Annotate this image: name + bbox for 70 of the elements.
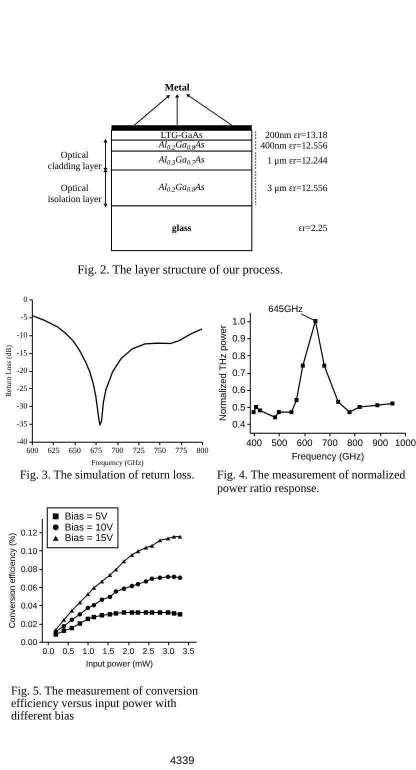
x-tick-label: 1.0 [82, 646, 95, 656]
y-axis-title: Normalized THz power [218, 325, 230, 421]
x-tick-label: 775 [175, 446, 188, 456]
y-tick-label: 0.10 [20, 546, 38, 556]
y-tick-label: 0.04 [20, 600, 38, 611]
x-tick-label: 700 [322, 438, 338, 450]
x-tick-label: 725 [132, 446, 145, 456]
caption: Fig. 2. The layer structure of our process. [77, 262, 283, 277]
x-tick-label: 700 [111, 446, 124, 456]
y-tick-label: 0.5 [232, 402, 246, 414]
text: 1 μm εr=12.244 [267, 156, 328, 167]
x-axis-title: Input power (mW) [86, 658, 154, 669]
y-tick-label: 0.08 [20, 564, 38, 574]
x-axis-title: Frequency (GHz) [292, 452, 364, 463]
x-tick-label: 2.5 [142, 646, 155, 656]
text: 400nm εr=12.556 [260, 142, 328, 152]
y-axis-title: Conversion efficiency (%) [6, 532, 17, 628]
y-tick-label: 0.8 [232, 350, 246, 362]
y-tick-label: -35 [16, 419, 28, 428]
legend-label: Bias = 15V [64, 533, 114, 544]
y-tick-label: 0.00 [20, 637, 38, 648]
category-label: glass [172, 224, 192, 234]
y-tick-label: -25 [16, 384, 28, 393]
x-tick-label: 750 [154, 446, 166, 456]
text: Optical isolation layer [48, 184, 102, 205]
x-tick-label: 3.0 [162, 646, 175, 656]
x-tick-label: 1.5 [102, 646, 115, 656]
x-tick-label: 900 [372, 438, 388, 450]
caption: Fig. 4. The measurement of normalized power ratio response. [216, 468, 406, 495]
text: 4339 [170, 755, 194, 768]
y-tick-label: 0.6 [232, 385, 246, 396]
y-tick-label: 1.0 [232, 316, 246, 328]
text: Optical cladding layer [48, 151, 102, 172]
caption: Fig. 3. The simulation of return loss. [20, 468, 194, 482]
x-tick-label: 800 [196, 446, 209, 456]
legend-label: Bias = 5V [64, 511, 108, 522]
annotation: 645GHz [268, 304, 304, 315]
caption: Fig. 5. The measurement of conversion efficiency versus input power with different bias [10, 684, 198, 722]
y-tick-label: -20 [16, 366, 28, 376]
x-tick-label: 650 [68, 446, 81, 456]
y-tick-label: -30 [16, 402, 28, 411]
category-label: Metal [164, 82, 190, 94]
x-tick-label: 3.5 [182, 646, 195, 656]
x-tick-label: 400 [246, 438, 262, 450]
x-tick-label: 2.0 [122, 646, 135, 656]
y-tick-label: 0.06 [20, 582, 38, 592]
y-tick-label: -10 [16, 330, 28, 340]
text: εr=2.25 [298, 224, 328, 234]
text: 200nm εr=13.18 [265, 131, 328, 142]
y-tick-label: 0 [23, 294, 28, 304]
x-tick-label: 675 [90, 446, 102, 456]
legend-label: Bias = 10V [64, 522, 114, 534]
y-tick-label: -15 [16, 348, 28, 358]
x-tick-label: 0.0 [42, 646, 54, 656]
category-label: LTG-GaAs [160, 131, 204, 142]
x-tick-label: 800 [347, 438, 363, 450]
y-tick-label: -40 [16, 437, 28, 446]
y-tick-label: 0.9 [232, 334, 246, 345]
y-tick-label: -5 [20, 312, 28, 322]
y-tick-label: 0.02 [20, 618, 38, 629]
x-tick-label: 1000 [395, 438, 416, 450]
y-tick-label: 0.12 [20, 528, 38, 538]
x-tick-label: 500 [271, 438, 288, 450]
text: 3 μm εr=12.556 [267, 184, 328, 194]
x-tick-label: 600 [296, 438, 312, 450]
x-tick-label: 600 [26, 446, 38, 456]
x-tick-label: 625 [48, 446, 60, 456]
y-tick-label: 0.7 [232, 368, 246, 380]
y-tick-label: 0.4 [232, 420, 246, 431]
x-tick-label: 0.5 [62, 646, 75, 656]
